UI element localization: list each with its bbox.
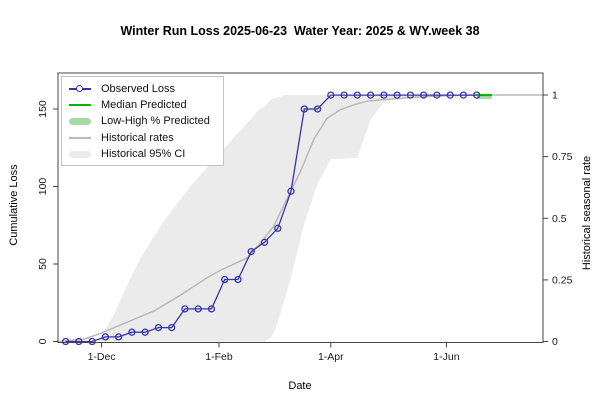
observed-loss-line xyxy=(65,94,477,343)
legend-item-low-high-predicted: Low-High % Predicted xyxy=(68,113,223,129)
historical-ci-band xyxy=(58,95,543,342)
observed-loss-point xyxy=(446,91,454,99)
y-left-tick-label: 50 xyxy=(37,258,49,270)
observed-loss-point xyxy=(433,91,441,99)
y-left-tick-label: 0 xyxy=(37,338,49,344)
observed-loss-point xyxy=(313,105,322,113)
historical-ci-band-icon xyxy=(68,147,92,161)
y-right-tick-label: 0.25 xyxy=(552,274,573,286)
x-tick-label: 1-Apr xyxy=(318,351,344,363)
plot-frame xyxy=(57,72,544,343)
observed-loss-point xyxy=(141,328,149,336)
legend-item-historical-rates: Historical rates xyxy=(68,130,223,146)
y-axis-label-right: Historical seasonal rate xyxy=(581,155,593,271)
observed-loss-point xyxy=(101,333,110,341)
legend-label: Low-High % Predicted xyxy=(101,115,210,128)
legend-item-historical-ci: Historical 95% CI xyxy=(68,146,223,162)
legend-label: Historical 95% CI xyxy=(101,147,186,160)
legend: Observed Loss Median Predicted Low-High … xyxy=(61,76,224,166)
observed-loss-point xyxy=(168,323,176,332)
y-axis-label-left: Cumulative Loss xyxy=(8,164,20,246)
chart-title: Winter Run Loss 2025-06-23 Water Year: 2… xyxy=(120,24,480,38)
median-predicted-line-icon xyxy=(68,98,92,112)
y-right-tick-label: 0.5 xyxy=(552,213,567,225)
observed-loss-point xyxy=(75,337,83,346)
observed-loss-point xyxy=(247,247,255,256)
observed-loss-point xyxy=(327,91,335,99)
observed-loss-point xyxy=(380,91,388,99)
x-axis-label: Date xyxy=(288,380,312,392)
observed-loss-point xyxy=(393,91,401,99)
observed-loss-point xyxy=(366,91,375,99)
observed-loss-point xyxy=(207,305,216,313)
x-tick-label: 1-Jun xyxy=(433,351,459,363)
observed-loss-point xyxy=(114,333,123,341)
observed-loss-point xyxy=(154,323,163,332)
x-tick-label: 1-Feb xyxy=(205,351,233,363)
observed-loss-point xyxy=(61,337,70,346)
observed-loss-point xyxy=(128,328,136,336)
observed-loss-point xyxy=(194,305,202,313)
observed-loss-point xyxy=(300,105,308,113)
observed-loss-point xyxy=(459,91,468,99)
y-left-tick-label: 100 xyxy=(37,178,49,196)
x-tick-label: 1-Dec xyxy=(88,351,116,363)
legend-label: Median Predicted xyxy=(101,99,187,112)
historical-rates-line-icon xyxy=(68,131,92,145)
y-right-tick-label: 0.75 xyxy=(552,151,573,163)
legend-label: Observed Loss xyxy=(101,83,175,96)
y-left-tick-label: 150 xyxy=(37,100,49,118)
y-right-tick-label: 0 xyxy=(552,336,558,348)
observed-loss-point xyxy=(340,91,348,99)
observed-loss-point xyxy=(181,305,189,313)
observed-loss-point xyxy=(274,224,282,232)
observed-loss-point xyxy=(260,238,269,246)
low-high-band-icon xyxy=(68,114,92,128)
observed-loss-line-circle-icon xyxy=(68,82,92,96)
observed-loss-point xyxy=(353,91,361,99)
legend-item-median-predicted: Median Predicted xyxy=(68,97,223,113)
legend-item-observed-loss: Observed Loss xyxy=(68,81,223,97)
y-right-tick-label: 1 xyxy=(552,90,558,102)
observed-loss-point xyxy=(88,337,96,346)
observed-loss-point xyxy=(419,91,428,99)
observed-loss-point xyxy=(221,275,229,284)
observed-loss-point xyxy=(473,91,481,99)
observed-loss-point xyxy=(287,187,295,195)
observed-loss-point xyxy=(234,275,242,284)
legend-label: Historical rates xyxy=(101,131,174,144)
observed-loss-point xyxy=(406,91,415,99)
